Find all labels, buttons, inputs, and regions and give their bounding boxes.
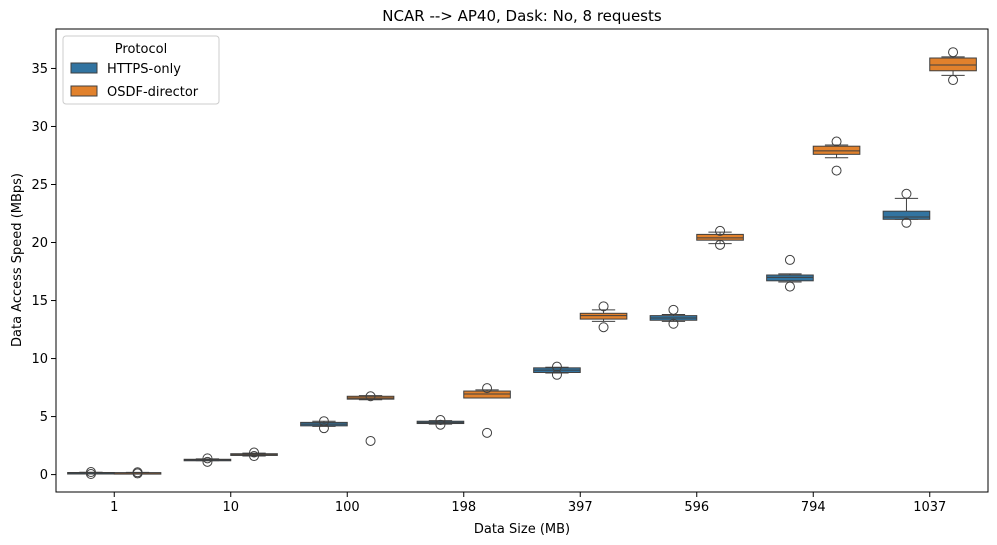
x-tick-label: 100 bbox=[335, 500, 360, 515]
box-osdf-director-10 bbox=[230, 447, 278, 462]
x-tick-label: 596 bbox=[684, 500, 709, 515]
iqr-box bbox=[463, 390, 511, 399]
y-tick-label: 20 bbox=[31, 236, 48, 251]
box-osdf-director-397 bbox=[579, 301, 628, 333]
box-osdf-director-1037 bbox=[929, 47, 977, 86]
x-tick-label: 10 bbox=[222, 500, 239, 515]
outlier-point bbox=[482, 427, 493, 438]
outlier-point bbox=[85, 467, 96, 478]
box-https-only-596 bbox=[649, 304, 698, 329]
plot-area bbox=[67, 47, 977, 480]
x-axis-label: Data Size (MB) bbox=[474, 522, 570, 537]
y-tick-label: 10 bbox=[31, 352, 48, 367]
y-tick-label: 0 bbox=[40, 468, 48, 483]
y-tick-label: 35 bbox=[31, 62, 48, 77]
legend-title: Protocol bbox=[115, 42, 167, 57]
outlier-point bbox=[318, 423, 329, 434]
outlier-point bbox=[715, 239, 726, 250]
box-osdf-director-794 bbox=[812, 136, 861, 176]
legend-swatch-osdf-director bbox=[70, 85, 98, 97]
box-osdf-director-198 bbox=[463, 383, 511, 438]
outlier-point bbox=[668, 318, 679, 329]
outlier-point bbox=[901, 188, 912, 199]
y-axis-label: Data Access Speed (MBps) bbox=[10, 173, 25, 347]
outlier-point bbox=[831, 136, 842, 147]
outlier-point bbox=[948, 75, 959, 86]
iqr-box bbox=[929, 57, 977, 72]
iqr-box bbox=[579, 312, 628, 320]
x-axis: 1 10 100 198 397 596 794 1037 bbox=[110, 492, 946, 515]
box-https-only-100 bbox=[300, 416, 348, 434]
outlier-point bbox=[948, 47, 959, 58]
outlier-point bbox=[668, 304, 679, 315]
box-https-only-1 bbox=[67, 467, 115, 480]
legend-frame bbox=[62, 35, 220, 105]
y-axis: 0 5 10 15 20 25 30 35 bbox=[31, 62, 56, 483]
legend-label-osdf-director: OSDF-director bbox=[107, 85, 199, 100]
y-tick-label: 15 bbox=[31, 294, 48, 309]
legend: Protocol HTTPS-only OSDF-director bbox=[62, 35, 220, 105]
x-tick-label: 794 bbox=[801, 500, 826, 515]
iqr-box bbox=[766, 274, 814, 282]
outlier-point bbox=[831, 165, 842, 176]
legend-swatch-https-only bbox=[70, 62, 98, 74]
iqr-box bbox=[812, 145, 861, 155]
outlier-point bbox=[249, 447, 260, 458]
outlier-point bbox=[202, 453, 213, 464]
outlier-point bbox=[202, 456, 213, 467]
box-https-only-198 bbox=[416, 415, 465, 430]
box-https-only-1037 bbox=[882, 188, 931, 228]
outlier-point bbox=[715, 225, 726, 236]
x-tick-label: 397 bbox=[568, 500, 593, 515]
chart-title: NCAR --> AP40, Dask: No, 8 requests bbox=[382, 7, 662, 25]
x-tick-label: 198 bbox=[451, 500, 476, 515]
y-tick-label: 25 bbox=[31, 178, 48, 193]
outlier-point bbox=[784, 254, 795, 265]
outlier-point bbox=[435, 415, 446, 426]
outlier-point bbox=[598, 301, 609, 312]
plot-frame bbox=[55, 28, 989, 493]
outlier-point bbox=[132, 467, 143, 478]
outlier-point bbox=[249, 451, 260, 462]
outlier-point bbox=[598, 322, 609, 333]
x-tick-label: 1 bbox=[110, 500, 118, 515]
x-tick-label: 1037 bbox=[913, 500, 946, 515]
outlier-point bbox=[551, 369, 562, 380]
box-osdf-director-1 bbox=[113, 467, 162, 479]
outlier-point bbox=[551, 361, 562, 372]
y-tick-label: 5 bbox=[40, 410, 48, 425]
outlier-point bbox=[365, 435, 376, 446]
box-osdf-director-596 bbox=[696, 225, 744, 250]
box-https-only-10 bbox=[183, 453, 232, 467]
outlier-point bbox=[435, 419, 446, 430]
iqr-box bbox=[882, 210, 931, 220]
outlier-point bbox=[784, 281, 795, 292]
box-https-only-397 bbox=[533, 361, 581, 380]
outlier-point bbox=[318, 416, 329, 427]
outlier-point bbox=[901, 217, 912, 228]
box-osdf-director-100 bbox=[346, 391, 395, 446]
outlier-point bbox=[482, 383, 493, 394]
legend-label-https-only: HTTPS-only bbox=[107, 62, 181, 77]
outlier-point bbox=[365, 391, 376, 402]
box-https-only-794 bbox=[766, 254, 814, 292]
y-tick-label: 30 bbox=[31, 120, 48, 135]
